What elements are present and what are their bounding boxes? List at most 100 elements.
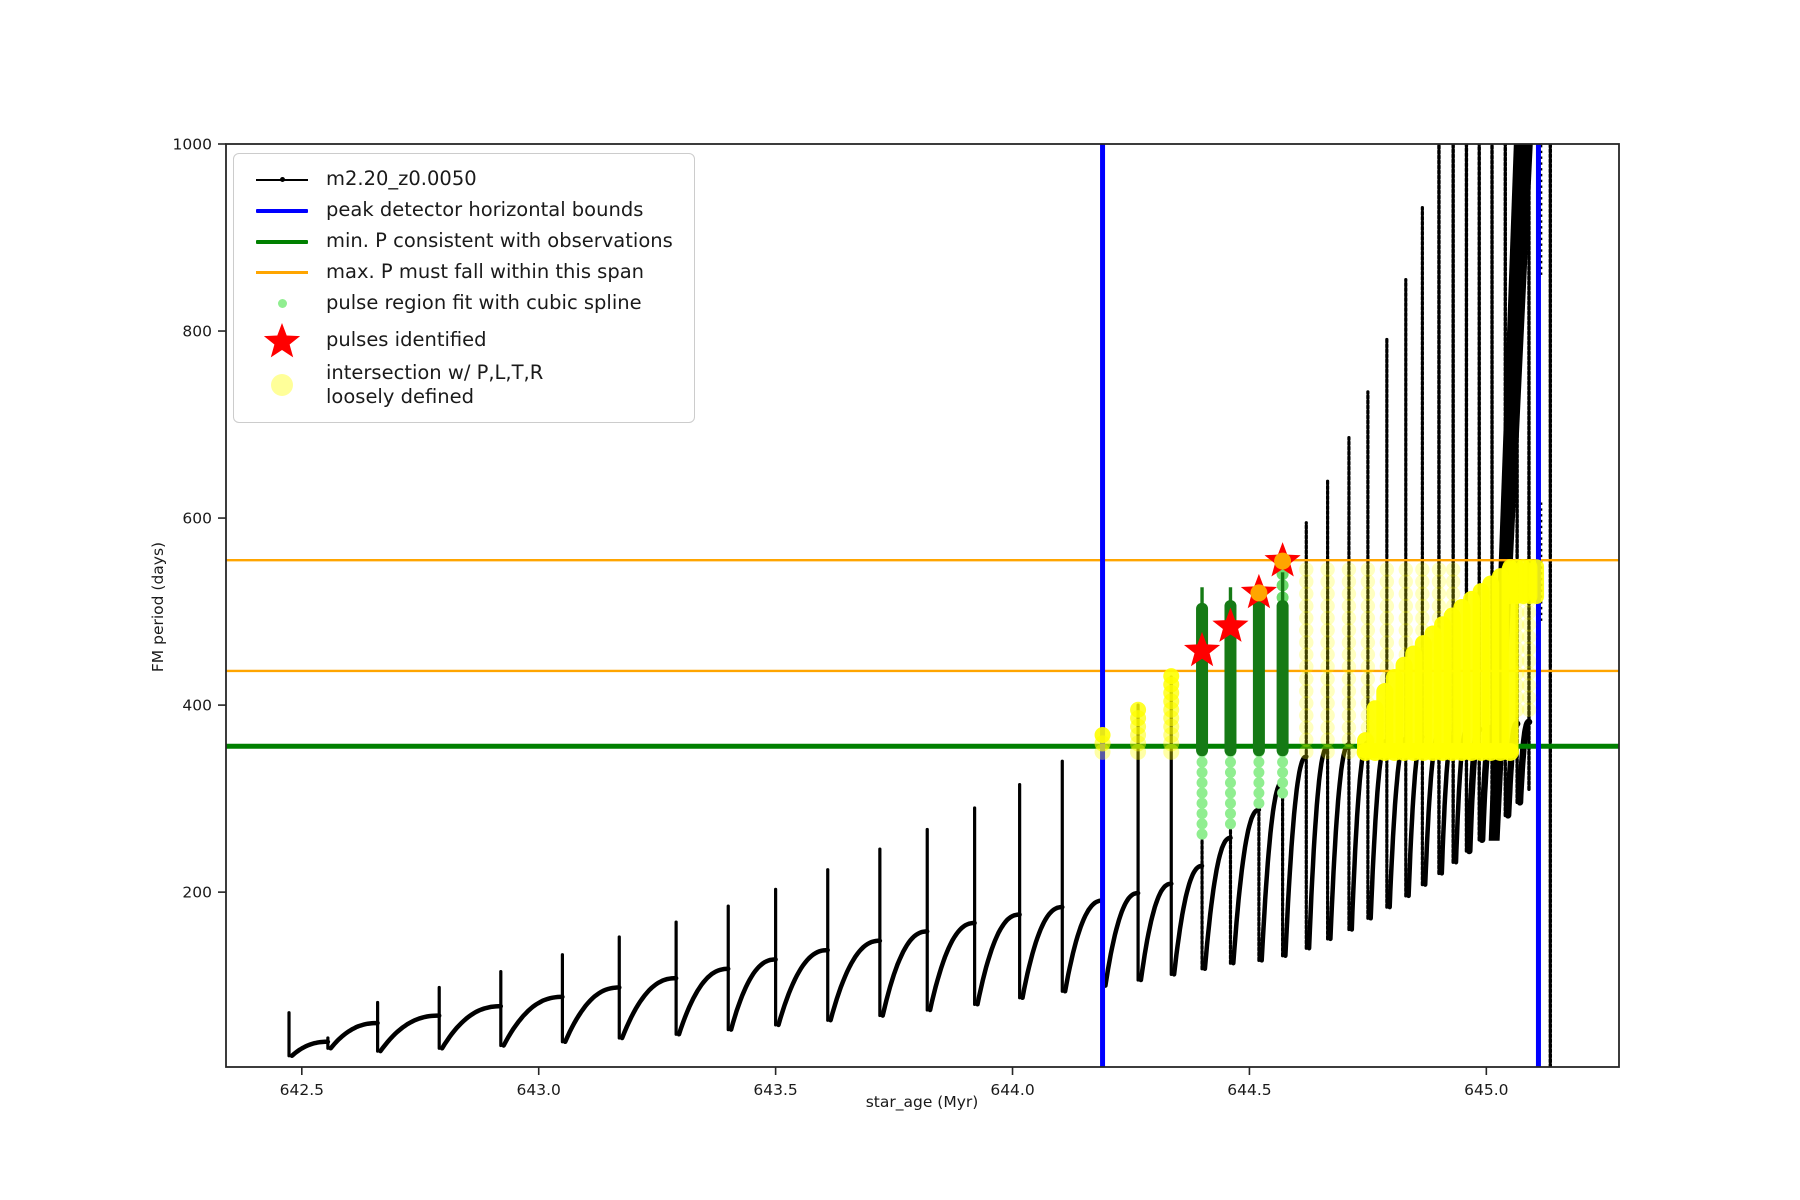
legend-star-marker (246, 319, 318, 361)
intersection-ring (1360, 562, 1376, 577)
intersection-ring (1320, 586, 1335, 602)
spline-region-dot (1277, 756, 1289, 768)
intersection-ring (1431, 562, 1447, 577)
intersection-ring (1299, 586, 1314, 602)
spline-region-dot (1196, 787, 1208, 799)
intersection-ring (1341, 659, 1357, 674)
intersection-ring (1320, 659, 1335, 674)
intersection-ring (1398, 623, 1413, 638)
intersection-ring (1360, 623, 1376, 638)
intersection-ring (1360, 659, 1376, 674)
intersection-ring (1341, 744, 1357, 760)
intersection-ring (1398, 574, 1413, 589)
pulses-identified (1184, 542, 1301, 667)
spline-region-dot (1253, 797, 1265, 809)
intersection-ring (1415, 574, 1430, 589)
pulse-star (1184, 631, 1221, 667)
legend-line-marker (246, 208, 318, 213)
spline-region-dot (1196, 766, 1208, 778)
spline-region-dot (1253, 787, 1265, 799)
intersection-ring (1299, 696, 1314, 711)
intersection-ring (1398, 586, 1413, 602)
intersection-ring (1299, 574, 1314, 589)
legend-spline-dot-marker (246, 299, 318, 308)
spline-region-dot (1224, 818, 1236, 830)
legend-row-6: intersection w/ P,L,T,R loosely defined (246, 361, 680, 410)
intersection-ring (1415, 610, 1430, 626)
spline-region-dot (1196, 797, 1208, 809)
intersection-ring (1431, 574, 1447, 589)
intersection-ring (1299, 720, 1314, 735)
intersection-ring (1398, 635, 1413, 650)
legend-label: max. P must fall within this span (326, 260, 645, 284)
spline-region-dot (1196, 808, 1208, 820)
intersection-dot (1130, 701, 1147, 718)
spline-region-dot (1253, 756, 1265, 768)
spline-region-dot (1224, 777, 1236, 789)
intersection-ring (1415, 586, 1430, 602)
intersection-ring (1341, 696, 1357, 711)
legend-label: pulse region fit with cubic spline (326, 291, 642, 315)
legend-label: peak detector horizontal bounds (326, 198, 644, 222)
legend-row-5: pulses identified (246, 319, 680, 361)
x-tick-label: 644.0 (990, 1081, 1034, 1099)
intersection-ring (1320, 574, 1335, 589)
intersection-ring (1341, 635, 1357, 650)
intersection-dot (1163, 668, 1180, 685)
plot-layers (226, 144, 1619, 1067)
intersection-ring (1341, 683, 1357, 699)
legend-label: m2.20_z0.0050 (326, 167, 477, 191)
intersection-ring (1521, 605, 1537, 620)
intersection-ring (1379, 647, 1395, 662)
spline-region-dot (1277, 766, 1289, 778)
intersection-ring (1360, 683, 1376, 699)
intersection-ring (1299, 635, 1314, 650)
intersection-ring (1379, 586, 1395, 602)
legend-row-4: pulse region fit with cubic spline (246, 288, 680, 319)
intersection-ring (1341, 671, 1357, 687)
x-tick-label: 644.5 (1227, 1081, 1271, 1099)
intersection-ring (1445, 562, 1461, 577)
legend-intersection-dot-marker (246, 374, 318, 397)
x-tick-label: 642.5 (280, 1081, 324, 1099)
intersection-ring (1360, 647, 1376, 662)
x-tick-label: 645.0 (1464, 1081, 1508, 1099)
intersection-ring (1360, 574, 1376, 589)
intersection-ring (1398, 610, 1413, 626)
intersection-ring (1299, 610, 1314, 626)
axes-frame: 642.5 643.0 643.5 644.0 644.5 645.0 200 400 600 8… (173, 136, 1620, 1099)
spline-region-dot (1224, 787, 1236, 799)
peak-detector-bounds (1100, 144, 1541, 1067)
intersection-ring (1299, 671, 1314, 687)
intersection-ring (1320, 610, 1335, 626)
intersection-ring (1299, 598, 1314, 614)
intersection-ring (1299, 744, 1314, 760)
intersection-dot (1094, 727, 1111, 744)
y-tick-label: 1000 (173, 136, 212, 154)
intersection-ring (1521, 641, 1537, 657)
intersection-ring (1341, 610, 1357, 626)
spline-region-dot (1196, 777, 1208, 789)
intersection-ring (1320, 647, 1335, 662)
intersection-ring (1521, 629, 1537, 645)
intersection-ring (1379, 574, 1395, 589)
intersection-region (1094, 559, 1545, 761)
pulse-star-center-dot (1274, 552, 1292, 570)
intersection-ring (1320, 562, 1335, 577)
y-tick-label: 800 (182, 323, 212, 341)
intersection-ring (1320, 732, 1335, 747)
intersection-ring (1521, 653, 1537, 669)
legend-label: intersection w/ P,L,T,R loosely defined (326, 361, 544, 409)
intersection-ring (1415, 562, 1430, 577)
intersection-ring (1341, 586, 1357, 602)
intersection-ring (1431, 598, 1447, 614)
intersection-ring (1299, 732, 1314, 747)
intersection-ring (1360, 610, 1376, 626)
intersection-ring (1299, 647, 1314, 662)
intersection-ring (1379, 623, 1395, 638)
intersection-ring (1445, 574, 1461, 589)
intersection-ring (1320, 708, 1335, 723)
x-tick-label: 643.5 (753, 1081, 797, 1099)
spline-region-dot (1224, 756, 1236, 768)
